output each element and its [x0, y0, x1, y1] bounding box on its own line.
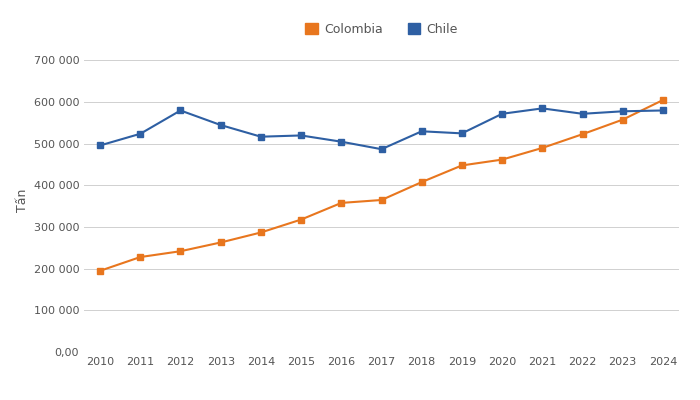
- Chile: [538, 106, 547, 111]
- Chile: [96, 143, 104, 148]
- Colombia: [538, 146, 547, 150]
- Colombia: [337, 200, 346, 205]
- Line: Colombia: Colombia: [97, 97, 666, 274]
- Colombia: [458, 163, 466, 168]
- Chile: [377, 147, 386, 152]
- Chile: [216, 123, 225, 128]
- Chile: [136, 131, 144, 136]
- Chile: [297, 133, 305, 138]
- Colombia: [297, 217, 305, 222]
- Colombia: [619, 117, 627, 122]
- Colombia: [498, 157, 506, 162]
- Colombia: [659, 98, 667, 102]
- Chile: [176, 108, 185, 113]
- Chile: [458, 131, 466, 136]
- Colombia: [257, 230, 265, 235]
- Colombia: [578, 132, 587, 137]
- Colombia: [377, 198, 386, 202]
- Chile: [337, 139, 346, 144]
- Legend: Colombia, Chile: Colombia, Chile: [300, 18, 463, 41]
- Colombia: [136, 255, 144, 260]
- Chile: [619, 109, 627, 114]
- Y-axis label: Tấn: Tấn: [16, 188, 29, 212]
- Chile: [257, 134, 265, 139]
- Colombia: [417, 180, 426, 184]
- Colombia: [216, 240, 225, 245]
- Line: Chile: Chile: [97, 106, 666, 152]
- Chile: [578, 111, 587, 116]
- Chile: [417, 129, 426, 134]
- Colombia: [96, 268, 104, 273]
- Colombia: [176, 249, 185, 254]
- Chile: [659, 108, 667, 113]
- Chile: [498, 111, 506, 116]
